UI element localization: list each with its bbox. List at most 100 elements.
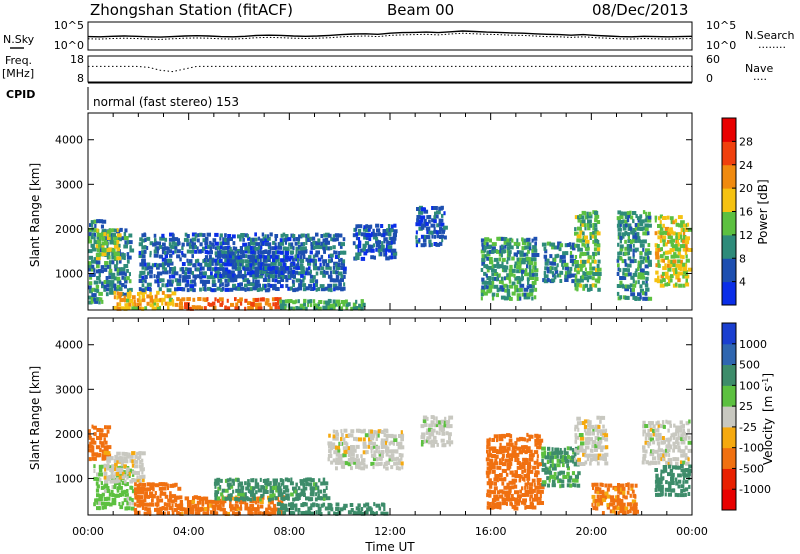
echo-cell xyxy=(597,429,602,434)
echo-cell xyxy=(400,441,403,446)
echo-cell xyxy=(516,244,519,249)
echo-cell xyxy=(563,451,569,456)
echo-cell xyxy=(101,241,107,246)
echo-cell xyxy=(395,449,399,454)
echo-cell xyxy=(536,478,542,482)
echo-cell xyxy=(246,234,249,239)
echo-cell xyxy=(138,287,142,292)
echo-cell xyxy=(146,294,151,299)
echo-cell xyxy=(508,296,513,301)
echo-cell xyxy=(647,243,651,247)
echo-cell xyxy=(345,442,349,447)
echo-cell xyxy=(496,505,501,510)
echo-cell xyxy=(517,242,521,247)
echo-cell xyxy=(533,268,539,273)
echo-cell xyxy=(491,501,495,506)
echo-cell xyxy=(126,276,130,281)
echo-cell xyxy=(362,437,366,442)
echo-cell xyxy=(287,270,290,275)
echo-cell xyxy=(274,245,278,250)
title-date: 08/Dec/2013 xyxy=(592,1,688,19)
echo-cell xyxy=(616,258,620,263)
echo-cell xyxy=(221,301,224,305)
echo-cell xyxy=(355,306,361,310)
echo-cell xyxy=(146,507,151,512)
echo-cell xyxy=(103,453,107,458)
echo-cell xyxy=(425,226,431,231)
echo-cell xyxy=(685,247,689,252)
echo-cell xyxy=(126,306,131,311)
echo-cell xyxy=(295,263,299,268)
echo-cell xyxy=(90,299,94,304)
echo-cell xyxy=(677,473,682,478)
echo-cell xyxy=(312,278,315,283)
echo-cell xyxy=(574,457,577,462)
echo-cell xyxy=(96,239,100,244)
echo-cell xyxy=(106,287,110,292)
echo-cell xyxy=(358,465,361,470)
echo-cell xyxy=(491,296,495,301)
echo-cell xyxy=(584,276,588,281)
echo-cell xyxy=(332,283,338,288)
echo-cell xyxy=(342,446,348,451)
echo-cell xyxy=(186,242,191,247)
echo-cell xyxy=(257,302,262,307)
echo-cell xyxy=(587,275,592,280)
echo-cell xyxy=(259,254,262,259)
echo-cell xyxy=(655,437,660,442)
echo-cell xyxy=(270,261,274,266)
echo-cell xyxy=(533,257,537,262)
echo-cell xyxy=(508,268,514,273)
echo-cell xyxy=(338,282,342,287)
echo-cell xyxy=(164,237,168,242)
echo-cell xyxy=(553,476,557,481)
echo-cell xyxy=(383,511,389,516)
echo-cell xyxy=(576,278,582,283)
echo-cell xyxy=(322,502,326,507)
echo-cell xyxy=(516,498,521,503)
echo-cell xyxy=(272,302,275,307)
echo-cell xyxy=(641,460,645,465)
echo-cell xyxy=(340,266,343,270)
echo-cell xyxy=(569,483,573,488)
echo-cell xyxy=(224,238,229,242)
echo-cell xyxy=(514,288,518,293)
echo-cell xyxy=(596,461,600,466)
echo-cell xyxy=(191,506,195,511)
echo-cell xyxy=(290,270,293,275)
echo-cell xyxy=(355,444,360,449)
echo-cell xyxy=(309,506,313,511)
echo-cell xyxy=(277,301,280,305)
echo-cell xyxy=(264,266,268,270)
echo-cell xyxy=(234,274,238,279)
echo-cell xyxy=(645,296,649,301)
echo-cell xyxy=(292,486,297,491)
echo-cell xyxy=(669,468,674,473)
echo-cell xyxy=(375,457,379,462)
echo-cell xyxy=(569,475,573,480)
echo-cell xyxy=(115,472,120,476)
echo-cell xyxy=(169,253,173,258)
echo-cell xyxy=(581,210,586,215)
echo-cell xyxy=(257,297,260,302)
echo-cell xyxy=(156,290,160,295)
echo-cell xyxy=(327,305,331,310)
echo-cell xyxy=(634,483,638,488)
echo-cell xyxy=(126,470,129,475)
echo-cell xyxy=(486,445,489,449)
echo-cell xyxy=(670,477,675,481)
echo-cell xyxy=(214,305,217,310)
colorbar-segment xyxy=(722,468,736,490)
echo-cell xyxy=(639,272,644,277)
echo-cell xyxy=(393,457,397,462)
echo-cell xyxy=(168,269,172,274)
echo-cell xyxy=(101,269,104,274)
echo-cell xyxy=(302,275,306,280)
echo-cell xyxy=(420,424,425,429)
echo-cell xyxy=(282,481,285,486)
echo-cell xyxy=(619,280,623,285)
echo-cell xyxy=(289,506,295,510)
noise-left-tick-bottom: 10^0 xyxy=(54,39,84,52)
echo-cell xyxy=(252,279,255,284)
echo-cell xyxy=(528,246,532,251)
